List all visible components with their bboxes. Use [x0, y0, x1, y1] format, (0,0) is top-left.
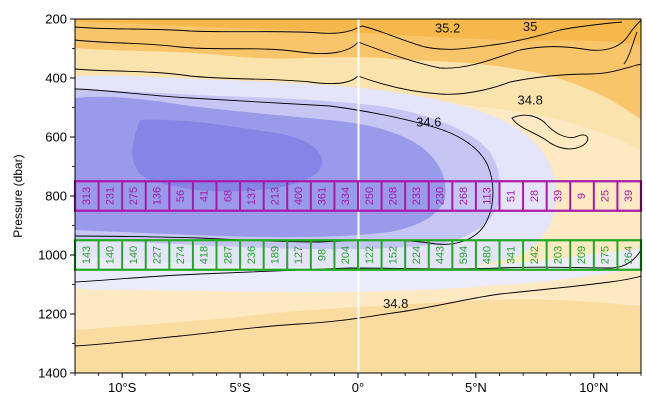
band-count-label: 137: [246, 187, 258, 205]
count-bands: 313 231 275 136 56 41 68 137 213 400 361 334 250 208 2…: [73, 180, 643, 271]
band-count-label: 287: [222, 246, 234, 264]
band-count-label: 242: [529, 246, 541, 264]
band-count-label: 208: [387, 187, 399, 205]
band-count-label: 480: [482, 246, 494, 264]
y-tick-label: 600: [45, 130, 67, 145]
y-axis: 200 400 600 800 1000 1200 1400: [38, 12, 75, 381]
x-tick-label: 10°S: [108, 380, 137, 395]
band-count-label: 275: [600, 246, 612, 264]
contour-35-east: [623, 31, 638, 65]
contour-label: 34.8: [518, 93, 543, 108]
field-upper-mid: [75, 48, 641, 150]
y-tick-label: 800: [45, 189, 67, 204]
band-count-label: 361: [317, 187, 329, 205]
band-count-label: 39: [552, 190, 564, 202]
band-count-label: 443: [435, 246, 447, 264]
band-count-label: 122: [364, 246, 376, 264]
band-count-label: 213: [269, 187, 281, 205]
band-count-label: 231: [104, 187, 116, 205]
y-tick-label: 200: [45, 12, 67, 27]
band-count-label: 51: [505, 190, 517, 202]
y-axis-label: Pressure (dbar): [11, 154, 25, 237]
band-count-label: 41: [199, 190, 211, 202]
x-tick-label: 5°S: [230, 380, 251, 395]
x-axis: 10°S 5°S 0° 5°N 10°N: [74, 373, 642, 395]
band-count-label: 28: [529, 190, 541, 202]
contour-348-lower: [75, 275, 641, 347]
y-tick-label: 1400: [38, 366, 67, 381]
band-count-label: 140: [104, 246, 116, 264]
x-tick-label: 10°N: [579, 380, 608, 395]
x-tick-label: 5°N: [465, 380, 487, 395]
band-count-label: 233: [411, 187, 423, 205]
band-count-label: 400: [293, 187, 305, 205]
band-count-label: 39: [623, 190, 635, 202]
band-count-label: 68: [222, 190, 234, 202]
band-count-label: 275: [128, 187, 140, 205]
band-count-label: 334: [340, 187, 352, 205]
y-tick-label: 1200: [38, 307, 67, 322]
x-tick-label: 0°: [352, 380, 364, 395]
contour-label: 35: [523, 19, 537, 34]
band-count-label: 204: [340, 246, 352, 264]
contour-352: [75, 21, 623, 50]
y-tick-label: 1000: [38, 248, 67, 263]
band-count-label: 268: [458, 187, 470, 205]
band-count-label: 203: [552, 246, 564, 264]
contour-348-island: [511, 114, 589, 150]
band-count-label: 250: [364, 187, 376, 205]
band-count-label: 224: [411, 246, 423, 264]
contour-label: 35.2: [435, 20, 460, 35]
band-count-label: 56: [175, 190, 187, 202]
band-count-label: 341: [505, 246, 517, 264]
band-count-label: 98: [317, 249, 329, 261]
band-count-label: 227: [152, 246, 164, 264]
band-count-label: 209: [576, 246, 588, 264]
band-count-label: 152: [387, 246, 399, 264]
contour-label-group: 35.2 35 34.8 34.6 34.8: [383, 19, 543, 311]
band-count-label: 136: [152, 187, 164, 205]
contour-label: 34.6: [416, 115, 441, 130]
band-count-label: 9: [576, 193, 588, 199]
contour-348: [75, 63, 641, 95]
contour-label: 34.8: [383, 296, 408, 311]
band-count-label: 140: [128, 246, 140, 264]
contour-35: [75, 19, 641, 69]
y-tick-label: 400: [45, 71, 67, 86]
band-count-label: 230: [435, 187, 447, 205]
band-count-label: 594: [458, 246, 470, 264]
band-count-label: 418: [199, 246, 211, 264]
band-count-label: 113: [482, 187, 494, 205]
band-count-label: 236: [246, 246, 258, 264]
band-count-label: 143: [81, 246, 93, 264]
count-band-2: 143 140 140 227 274 418 287 236 189 127 98 204 122 15…: [73, 239, 643, 271]
band-count-label: 313: [81, 187, 93, 205]
field-fresh-deepest: [132, 119, 323, 192]
band-count-label: 25: [600, 190, 612, 202]
band-count-label: 264: [623, 246, 635, 264]
contour-lines: [75, 19, 641, 347]
band-count-label: 127: [293, 246, 305, 264]
contour-348-deep: [75, 249, 641, 283]
band-count-label: 189: [269, 246, 281, 264]
band-count-label: 274: [175, 246, 187, 264]
